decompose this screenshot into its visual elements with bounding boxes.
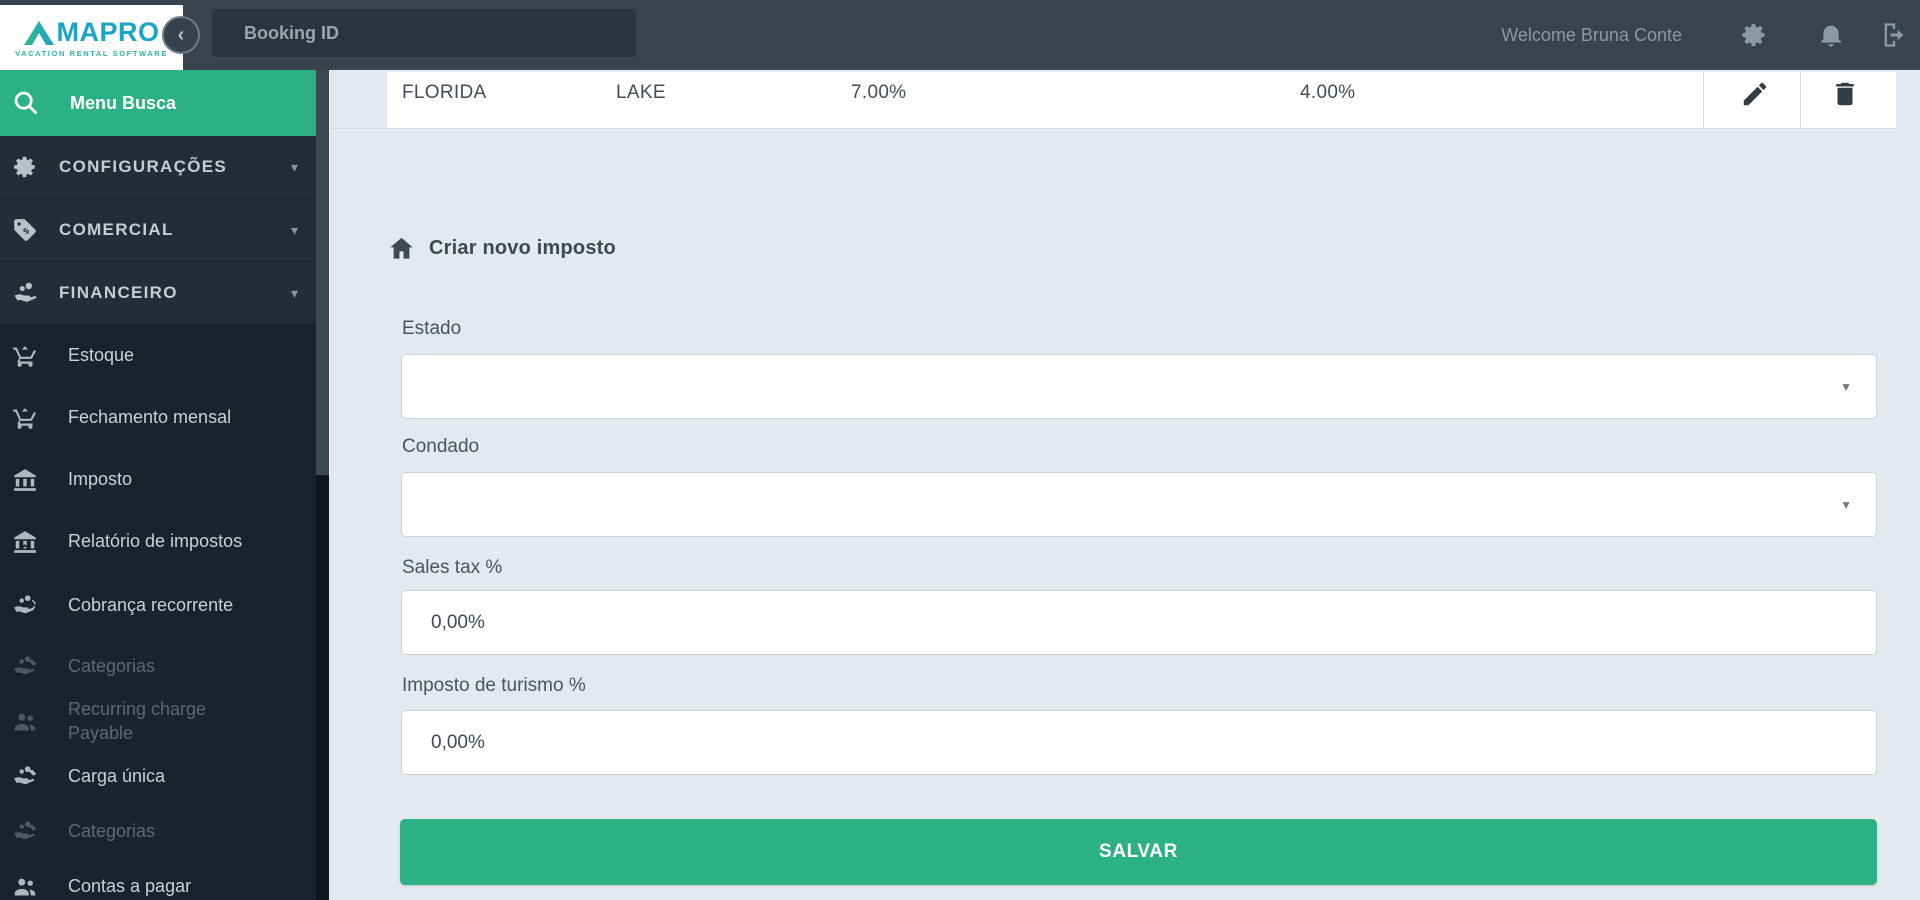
dropdown-arrow-icon: ▼ bbox=[1840, 379, 1852, 394]
sidebar-item-label: Cobrança recorrente bbox=[68, 595, 234, 616]
section-label: COMERCIAL bbox=[59, 220, 174, 239]
hand-coins-tag-icon bbox=[12, 819, 38, 845]
hand-coins-tag-icon bbox=[12, 654, 38, 680]
hand-coins-refresh-icon bbox=[12, 593, 38, 619]
cell-county: LAKE bbox=[616, 82, 666, 103]
sidebar-item-fechamento-mensal[interactable]: Fechamento mensal bbox=[0, 387, 316, 449]
gear-icon bbox=[12, 154, 38, 180]
hand-coins-icon bbox=[12, 280, 38, 306]
sidebar-item-label: Menu Busca bbox=[70, 92, 177, 113]
sidebar-scrollbar-thumb[interactable] bbox=[316, 70, 329, 475]
sidebar-item-estoque[interactable]: Estoque bbox=[0, 325, 316, 387]
bank-icon bbox=[12, 467, 38, 493]
sidebar-item-imposto[interactable]: Imposto bbox=[0, 449, 316, 511]
sidebar-item-cobranca-recorrente[interactable]: Cobrança recorrente bbox=[0, 573, 316, 639]
edit-pencil-icon[interactable] bbox=[1740, 79, 1770, 109]
sidebar-sections: CONFIGURAÇÕES ▾ COMERCIAL ▾ FINANCEIRO ▾ bbox=[0, 136, 316, 325]
sidebar-item-categorias-2[interactable]: Categorias bbox=[0, 804, 316, 859]
logout-icon[interactable] bbox=[1880, 21, 1908, 49]
row-divider bbox=[1800, 72, 1801, 128]
sidebar-item-recurring-charge-payable[interactable]: Recurring charge Payable bbox=[0, 694, 316, 749]
cell-state: FLORIDA bbox=[402, 82, 487, 103]
price-tag-icon bbox=[12, 217, 38, 243]
sidebar-section-comercial[interactable]: COMERCIAL ▾ bbox=[0, 199, 316, 262]
table-row-body bbox=[387, 72, 1896, 128]
sidebar-item-label: Relatório de impostos bbox=[68, 531, 243, 552]
sidebar-scrollbar[interactable] bbox=[316, 70, 329, 900]
delete-trash-icon[interactable] bbox=[1830, 79, 1860, 109]
cart-icon bbox=[12, 405, 38, 431]
sidebar-item-carga-unica[interactable]: Carga única bbox=[0, 749, 316, 804]
main-content: FLORIDA LAKE 7.00% 4.00% Criar novo impo… bbox=[329, 70, 1920, 900]
page-title: Criar novo imposto bbox=[429, 237, 616, 259]
sales-tax-input[interactable] bbox=[401, 590, 1877, 655]
row-divider bbox=[1703, 72, 1704, 128]
sidebar-collapse-button[interactable]: ‹ bbox=[162, 16, 200, 54]
home-icon bbox=[388, 235, 415, 262]
condado-label: Condado bbox=[402, 436, 480, 457]
sidebar-item-label: Categorias bbox=[68, 820, 156, 841]
people-icon bbox=[12, 874, 38, 900]
sidebar-item-label: Carga única bbox=[68, 765, 166, 786]
chevron-down-icon: ▾ bbox=[290, 158, 298, 175]
sidebar-item-contas-a-pagar[interactable]: Contas a pagar bbox=[0, 859, 316, 900]
booking-id-search-input[interactable] bbox=[212, 9, 636, 57]
sales-tax-label: Sales tax % bbox=[402, 557, 503, 578]
chevron-down-icon: ▾ bbox=[290, 284, 298, 301]
brand-name: MAPRO bbox=[56, 17, 160, 47]
dropdown-arrow-icon: ▼ bbox=[1840, 497, 1852, 512]
sidebar-financeiro-submenu: Estoque Fechamento mensal Imposto Relató… bbox=[0, 325, 316, 900]
hand-coins-tag-icon bbox=[12, 764, 38, 790]
app-logo: MAPRO VACATION RENTAL SOFTWARE bbox=[0, 5, 183, 70]
table-row: FLORIDA LAKE 7.00% 4.00% bbox=[331, 72, 1896, 129]
section-label: FINANCEIRO bbox=[59, 283, 178, 302]
sidebar-item-categorias-1[interactable]: Categorias bbox=[0, 639, 316, 694]
sidebar-item-menu-busca[interactable]: Menu Busca bbox=[0, 70, 316, 136]
tourism-tax-label: Imposto de turismo % bbox=[402, 675, 586, 696]
condado-select[interactable]: ▼ bbox=[401, 472, 1877, 537]
chevron-down-icon: ▾ bbox=[290, 221, 298, 238]
section-label: CONFIGURAÇÕES bbox=[59, 157, 228, 176]
sidebar-item-label: Imposto bbox=[68, 469, 133, 490]
estado-label: Estado bbox=[402, 318, 462, 339]
logo-triangle-icon bbox=[23, 20, 54, 45]
welcome-user-text: Welcome Bruna Conte bbox=[1501, 25, 1682, 45]
sidebar-item-label: Recurring charge Payable bbox=[68, 699, 207, 743]
sidebar-item-label: Fechamento mensal bbox=[68, 407, 232, 428]
sidebar-item-relatorio-impostos[interactable]: Relatório de impostos bbox=[0, 511, 316, 573]
notifications-bell-icon[interactable] bbox=[1817, 21, 1845, 49]
tourism-tax-input[interactable] bbox=[401, 710, 1877, 775]
chevron-left-icon: ‹ bbox=[177, 23, 185, 46]
sidebar-item-label: Contas a pagar bbox=[68, 875, 192, 896]
estado-select[interactable]: ▼ bbox=[401, 354, 1877, 419]
bank-chart-icon bbox=[12, 529, 38, 555]
search-icon bbox=[12, 89, 40, 117]
sidebar-section-configuracoes[interactable]: CONFIGURAÇÕES ▾ bbox=[0, 136, 316, 199]
sidebar: Menu Busca CONFIGURAÇÕES ▾ COMERCIAL ▾ F… bbox=[0, 70, 316, 900]
sidebar-item-label: Estoque bbox=[68, 345, 135, 366]
save-button[interactable]: SALVAR bbox=[400, 819, 1877, 885]
sidebar-section-financeiro[interactable]: FINANCEIRO ▾ bbox=[0, 262, 316, 325]
cell-sales-tax: 7.00% bbox=[851, 82, 907, 103]
topbar: Welcome Bruna Conte bbox=[0, 0, 1920, 70]
form-heading: Criar novo imposto bbox=[388, 235, 616, 262]
brand-tagline: VACATION RENTAL SOFTWARE bbox=[15, 49, 168, 58]
cart-icon bbox=[12, 343, 38, 369]
people-icon bbox=[12, 709, 38, 735]
settings-icon[interactable] bbox=[1740, 21, 1768, 49]
sidebar-item-label: Categorias bbox=[68, 655, 156, 676]
cell-tourism-tax: 4.00% bbox=[1300, 82, 1356, 103]
